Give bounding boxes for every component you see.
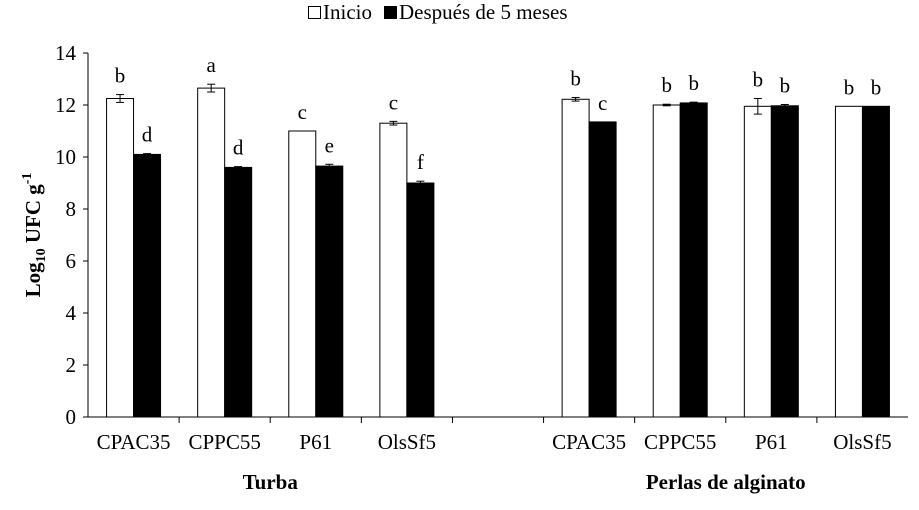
significance-letter: b	[115, 64, 126, 88]
legend-item-despues: Después de 5 meses	[383, 0, 568, 25]
legend-swatch-inicio	[308, 6, 321, 19]
significance-letter: b	[688, 71, 699, 95]
x-tick-label-olssf5: OlsSf5	[378, 430, 436, 454]
x-tick-label-cppc55: CPPC55	[644, 430, 716, 454]
legend-label-despues: Después de 5 meses	[398, 0, 568, 24]
bar-despues	[133, 153, 162, 418]
x-tick-label-cppc55: CPPC55	[188, 430, 260, 454]
legend-swatch-despues	[383, 6, 397, 19]
significance-letter: b	[570, 66, 581, 90]
significance-letter: b	[871, 75, 882, 99]
bar-despues	[679, 102, 708, 418]
bar-inicio	[743, 105, 772, 418]
group-label-perlas: Perlas de alginato	[646, 470, 806, 494]
y-tick-label-14: 14	[55, 41, 77, 65]
y-tick-label-8: 8	[66, 197, 77, 221]
bar-despues	[406, 182, 435, 418]
y-tick-label-12: 12	[55, 93, 76, 117]
bar-despues	[861, 105, 890, 418]
significance-letter: d	[233, 136, 244, 160]
x-tick-label-cpac35: CPAC35	[97, 430, 171, 454]
significance-letter: b	[661, 73, 672, 97]
bar-inicio	[652, 104, 681, 418]
bar-inicio	[834, 105, 863, 418]
y-axis-label: Log10 UFC g-1	[20, 173, 49, 298]
significance-letter: c	[598, 91, 607, 115]
x-tick-label-p61: P61	[755, 430, 788, 454]
bar-inicio	[561, 98, 590, 418]
bar-despues	[770, 105, 799, 418]
y-tick-label-6: 6	[66, 249, 77, 273]
y-tick-label-2: 2	[66, 353, 77, 377]
legend: Inicio Después de 5 meses	[308, 0, 580, 25]
bar-inicio	[288, 130, 317, 418]
bar-despues	[588, 121, 617, 418]
bar-inicio	[379, 122, 408, 418]
group-label-turba: Turba	[243, 470, 299, 494]
bar-despues	[315, 165, 344, 418]
significance-letter: b	[753, 68, 764, 92]
significance-letter: e	[325, 133, 334, 157]
bar-inicio	[197, 87, 226, 418]
bar-despues	[224, 166, 253, 418]
significance-letter: c	[389, 90, 398, 114]
y-tick-label-4: 4	[66, 301, 77, 325]
significance-letter: b	[780, 73, 791, 97]
legend-label-inicio: Inicio	[323, 0, 372, 24]
x-tick-label-p61: P61	[299, 430, 332, 454]
significance-letter: d	[142, 123, 153, 147]
significance-letter: a	[207, 53, 217, 77]
x-tick-label-olssf5: OlsSf5	[833, 430, 891, 454]
x-tick-label-cpac35: CPAC35	[552, 430, 626, 454]
significance-letter: c	[298, 100, 307, 124]
significance-letter: b	[844, 75, 855, 99]
y-tick-label-10: 10	[55, 145, 76, 169]
y-tick-label-0: 0	[66, 405, 77, 429]
bar-inicio	[106, 98, 135, 418]
legend-item-inicio: Inicio	[308, 0, 372, 25]
significance-letter: f	[417, 150, 424, 174]
